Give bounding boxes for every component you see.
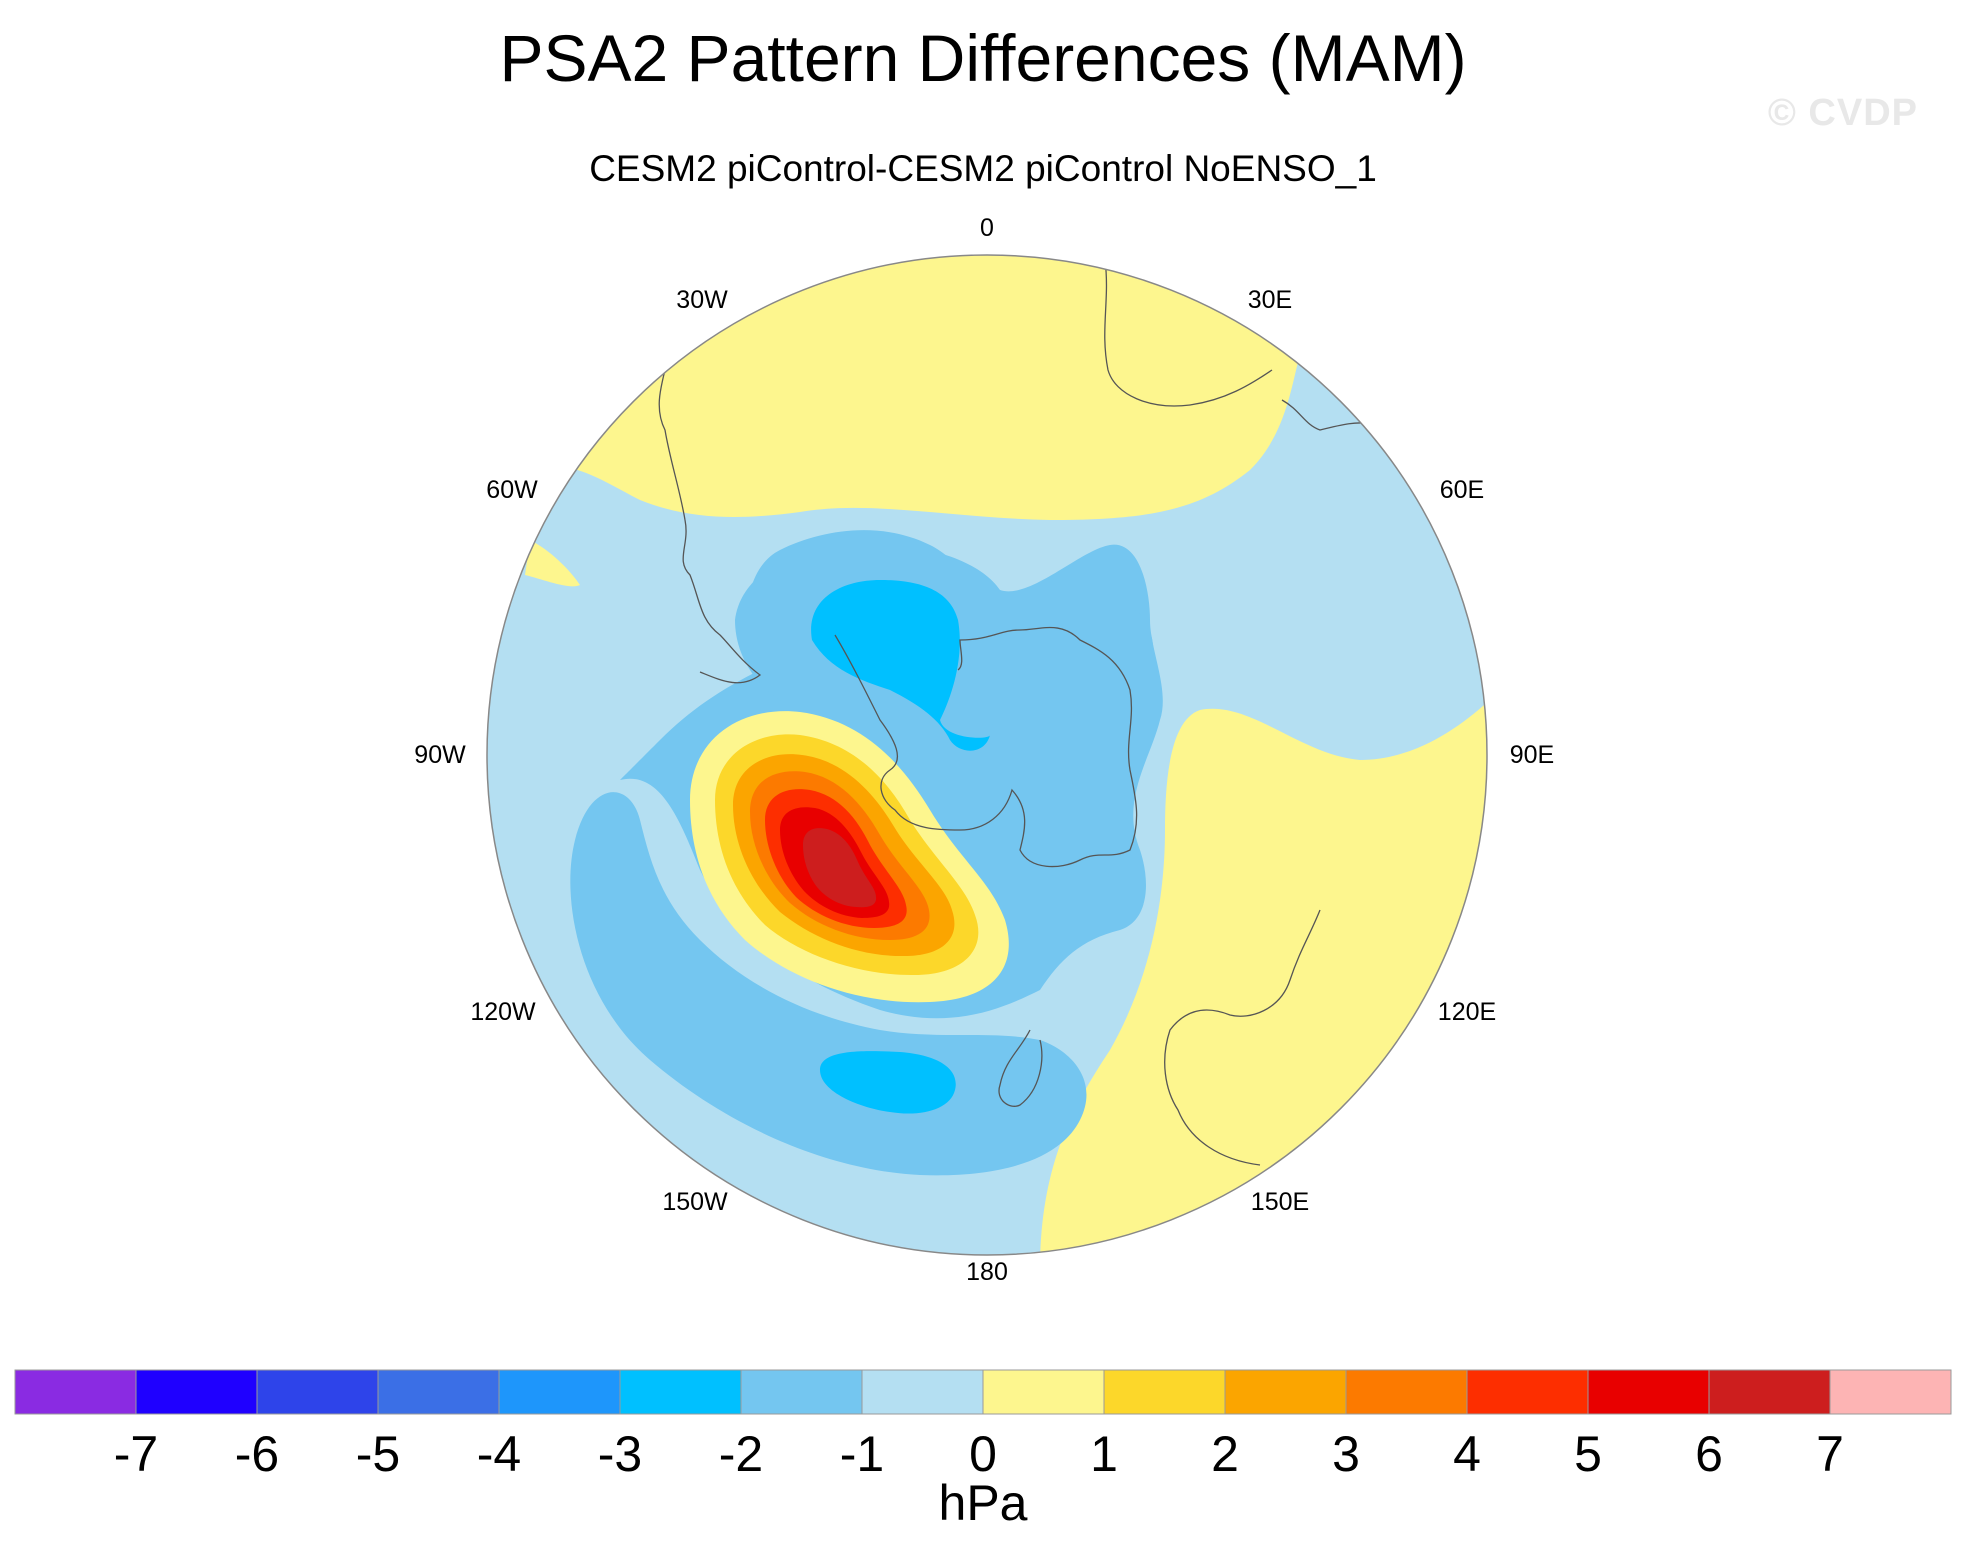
colorbar-box: [1224, 1369, 1347, 1415]
field-negative-north-core: [811, 580, 990, 751]
plot-title: PSA2 Pattern Differences (MAM): [499, 21, 1467, 95]
colorbar-label: -4: [477, 1426, 521, 1482]
longitude-labels: 0 30E 60E 90E 120E 150E 180 150W 120W 90…: [414, 214, 1554, 1286]
cvdp-watermark: © CVDP: [1767, 92, 1918, 134]
colorbar-box: [619, 1369, 742, 1415]
colorbar-box: [135, 1369, 258, 1415]
lon-label-120w: 120W: [470, 998, 536, 1026]
colorbar-label: -3: [598, 1426, 642, 1482]
lon-label-60e: 60E: [1440, 476, 1484, 504]
colorbar-label: 2: [1211, 1426, 1239, 1482]
colorbar-box: [1829, 1369, 1952, 1415]
colorbar-label: 7: [1816, 1426, 1844, 1482]
lon-label-150w: 150W: [662, 1188, 728, 1216]
lon-label-60w: 60W: [486, 476, 538, 504]
colorbar-label: 5: [1574, 1426, 1602, 1482]
lon-label-30w: 30W: [676, 286, 728, 314]
lon-label-0: 0: [980, 214, 994, 242]
colorbar-label: 0: [969, 1426, 997, 1482]
field-positive-west: [525, 540, 580, 587]
colorbar-box: [377, 1369, 500, 1415]
colorbar-box: [1708, 1369, 1831, 1415]
colorbar-label: 4: [1453, 1426, 1481, 1482]
plot-subtitle: CESM2 piControl-CESM2 piControl NoENSO_1: [589, 148, 1377, 189]
colorbar-box: [14, 1369, 137, 1415]
lon-label-90e: 90E: [1510, 741, 1554, 769]
colorbar: -7 -6 -5 -4 -3 -2 -1 0 1 2 3 4 5 6 7: [14, 1369, 1952, 1482]
colorbar-box: [861, 1369, 984, 1415]
colorbar-label: 3: [1332, 1426, 1360, 1482]
colorbar-label: -6: [235, 1426, 279, 1482]
lon-label-120e: 120E: [1438, 998, 1496, 1026]
field-positive-core: [690, 711, 1009, 1003]
lon-label-90w: 90W: [414, 741, 466, 769]
colorbar-label: -2: [719, 1426, 763, 1482]
colorbar-box: [1345, 1369, 1468, 1415]
colorbar-label: -7: [114, 1426, 158, 1482]
colorbar-label: 6: [1695, 1426, 1723, 1482]
field-negative-south-core: [820, 1051, 956, 1114]
colorbar-box: [982, 1369, 1105, 1415]
lon-label-30e: 30E: [1248, 286, 1292, 314]
colorbar-units: hPa: [939, 1475, 1028, 1531]
lon-label-150e: 150E: [1251, 1188, 1309, 1216]
colorbar-box: [1103, 1369, 1226, 1415]
polar-map: [487, 255, 1487, 1255]
colorbar-label: 1: [1090, 1426, 1118, 1482]
colorbar-box: [740, 1369, 863, 1415]
lon-label-180: 180: [966, 1258, 1008, 1286]
colorbar-label: -5: [356, 1426, 400, 1482]
colorbar-box: [1587, 1369, 1710, 1415]
colorbar-box: [498, 1369, 621, 1415]
colorbar-box: [1466, 1369, 1589, 1415]
colorbar-box: [256, 1369, 379, 1415]
map-border: [486, 254, 1488, 1256]
coastlines: [658, 259, 1373, 1166]
colorbar-label: -1: [840, 1426, 884, 1482]
